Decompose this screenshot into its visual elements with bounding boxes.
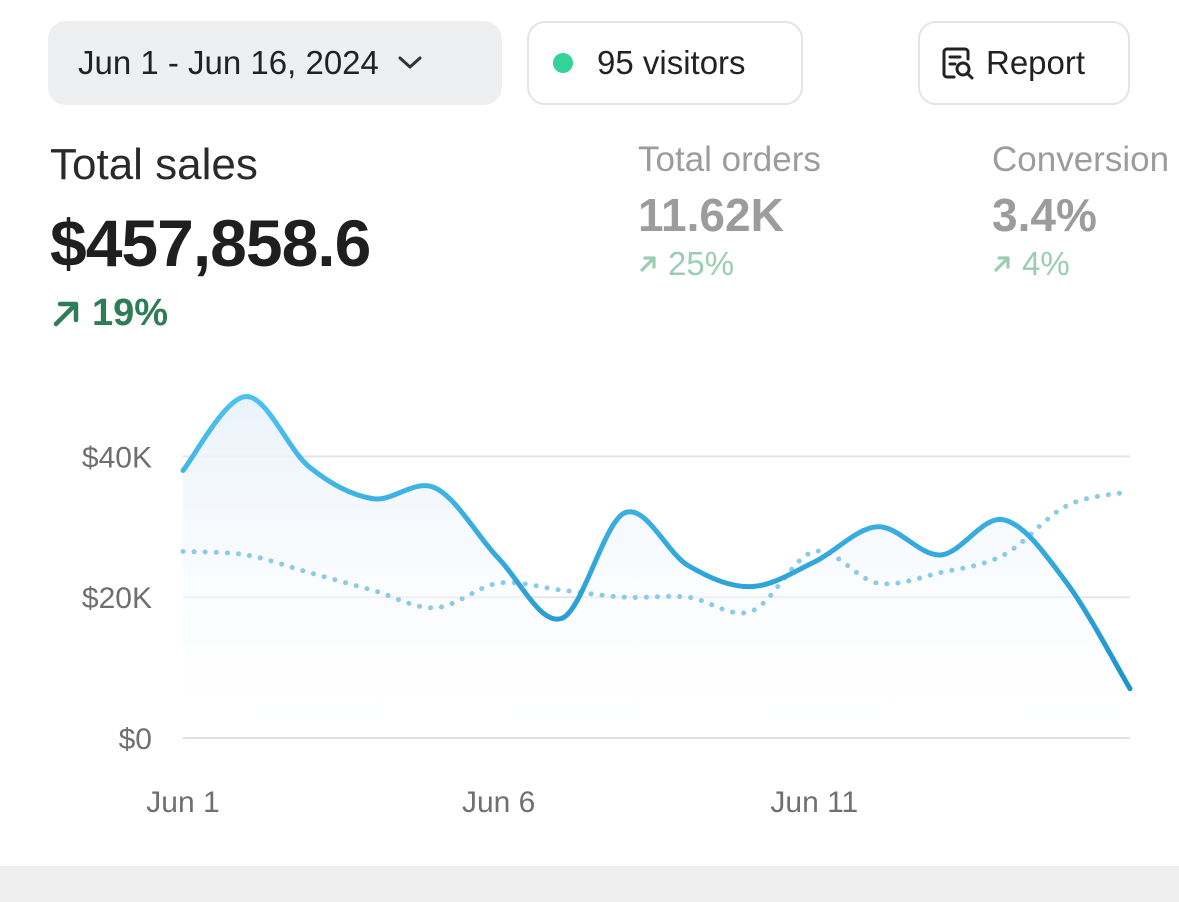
visitors-count: 95 visitors bbox=[597, 44, 746, 81]
y-axis-tick-label: $40K bbox=[82, 441, 152, 474]
arrow-up-right-icon bbox=[640, 256, 656, 272]
sales-series-line bbox=[180, 394, 1133, 692]
total-orders-delta: 25% bbox=[638, 245, 734, 283]
total-orders-label[interactable]: Total orders bbox=[638, 140, 821, 179]
total-sales-delta: 19% bbox=[50, 292, 168, 335]
date-range-label: Jun 1 - Jun 16, 2024 bbox=[78, 44, 379, 81]
chevron-down-icon bbox=[397, 55, 423, 71]
comparison-series-line bbox=[180, 489, 1133, 616]
x-axis-tick-label: Jun 1 bbox=[146, 786, 219, 819]
x-axis-tick-label: Jun 11 bbox=[770, 786, 858, 819]
y-axis-tick-label: $20K bbox=[82, 582, 152, 615]
report-label: Report bbox=[986, 44, 1086, 81]
conversion-delta-value: 4% bbox=[1022, 245, 1070, 282]
x-axis-tick-label: Jun 6 bbox=[462, 786, 535, 819]
sales-line-chart[interactable]: $0 $20K $40K Jun 1 Jun 6 Jun 11 bbox=[0, 340, 1179, 840]
report-search-icon bbox=[940, 45, 976, 81]
total-orders-delta-value: 25% bbox=[668, 245, 735, 282]
conversion-label[interactable]: Conversion bbox=[992, 140, 1170, 179]
arrow-up-right-icon bbox=[994, 256, 1010, 272]
conversion-delta: 4% bbox=[992, 245, 1070, 283]
total-sales-value: $457,858.6 bbox=[50, 206, 371, 280]
total-sales-label: Total sales bbox=[50, 140, 258, 189]
total-orders-value: 11.62K bbox=[638, 189, 784, 241]
date-range-picker[interactable]: Jun 1 - Jun 16, 2024 bbox=[48, 21, 502, 105]
arrow-up-right-icon bbox=[53, 301, 79, 326]
live-status-dot bbox=[553, 53, 573, 73]
visitors-badge[interactable]: 95 visitors bbox=[527, 21, 803, 105]
sales-area-fill bbox=[183, 396, 1130, 738]
report-button[interactable]: Report bbox=[918, 21, 1130, 105]
y-axis-tick-label: $0 bbox=[119, 723, 152, 756]
conversion-value: 3.4% bbox=[992, 189, 1097, 241]
bottom-bar bbox=[0, 866, 1179, 902]
total-sales-delta-value: 19% bbox=[92, 292, 169, 334]
